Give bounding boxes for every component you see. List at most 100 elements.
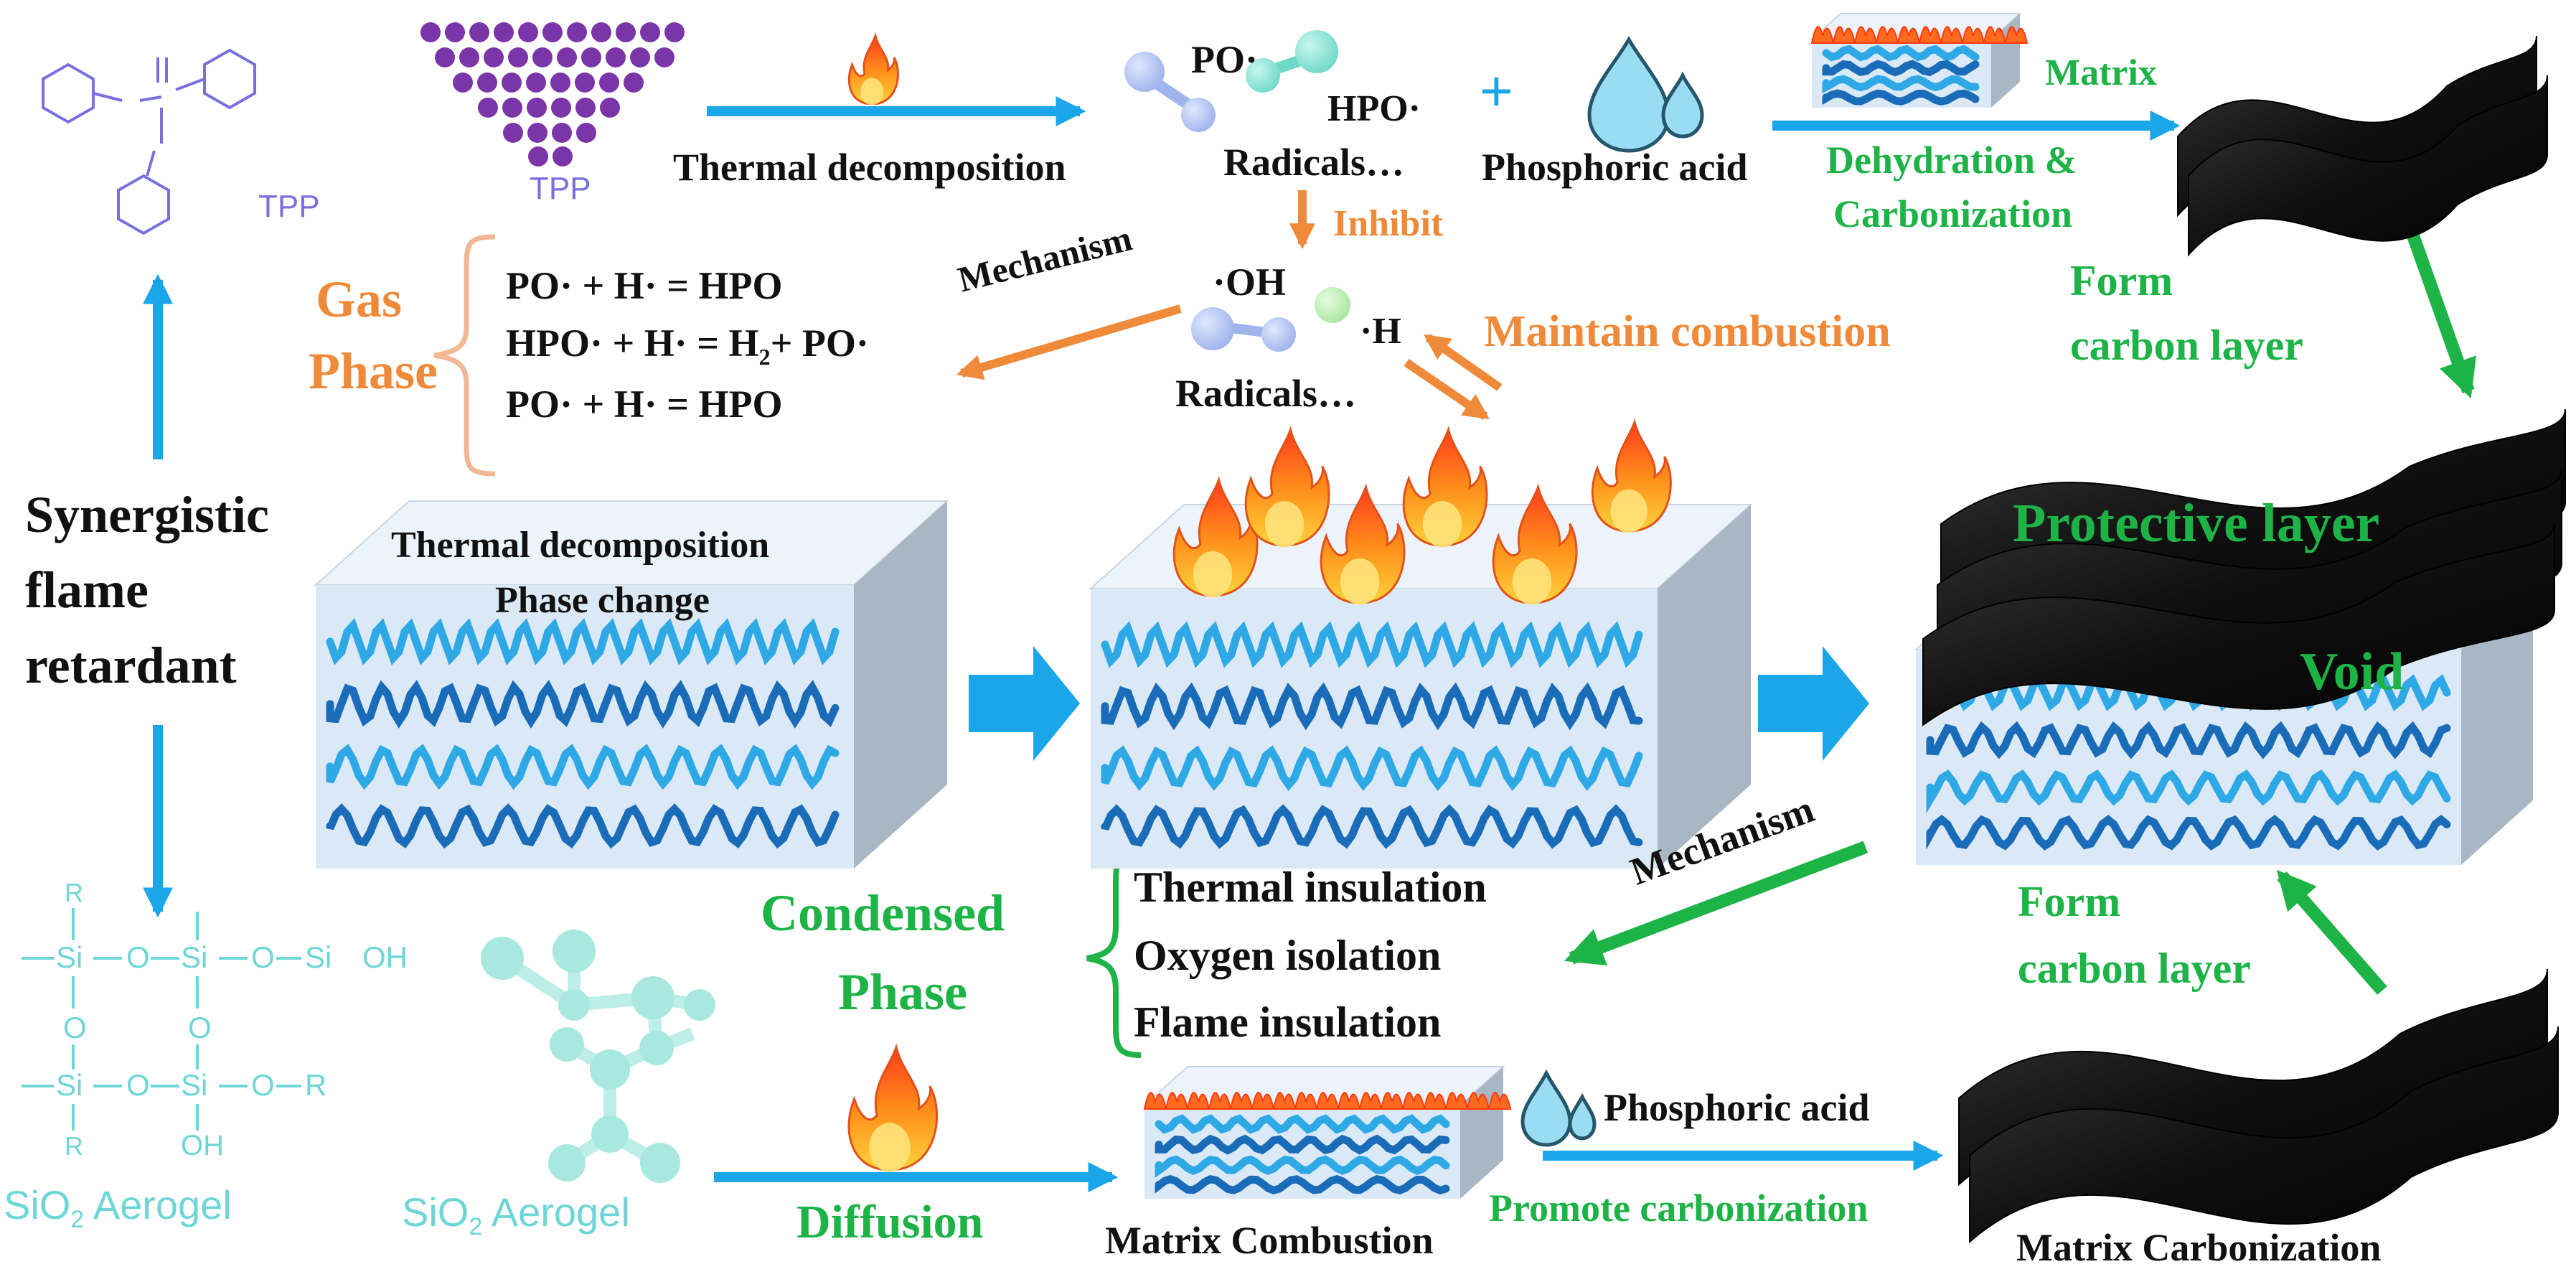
aerogel-label-1-end: Aerogel: [84, 1182, 232, 1227]
tpp-particle-dot: [654, 47, 674, 67]
matrix-carbonization-label: Matrix Carbonization: [2016, 1226, 2382, 1269]
block-intact-fiber: [326, 680, 840, 729]
aerogel-label-2-main: SiO: [402, 1189, 469, 1235]
flame-icon-3: [1320, 483, 1406, 605]
maintain-combustion-label: Maintain combustion: [1484, 307, 1891, 356]
carbonization-arrows-green: [1564, 227, 2476, 995]
po-radical-label: PO·: [1191, 38, 1258, 81]
siloxane-r-right: R: [305, 1068, 327, 1102]
condensed-item-1: Thermal insulation: [1134, 864, 1487, 911]
oh-radical-label: ·OH: [1213, 261, 1287, 304]
tpp-particle-dot: [502, 72, 522, 93]
flame-icon: [847, 26, 2029, 1172]
tpp-particle-dot: [581, 47, 601, 67]
condensed-phase-title-2: Phase: [838, 963, 967, 1021]
tpp-particle-dot: [526, 72, 546, 93]
siloxane-si-2: Si: [181, 940, 208, 974]
tpp-particle-dot: [518, 22, 538, 42]
process-arrows-blue: [143, 96, 2181, 1192]
siloxane-oh-1: OH: [362, 940, 408, 974]
tpp-particle-dot: [527, 98, 547, 118]
tpp-particle-dot: [477, 72, 497, 93]
siloxane-si-1: Si: [56, 940, 83, 974]
flame-icon-4: [1402, 426, 1488, 548]
siloxane-si-5: Si: [181, 1068, 208, 1102]
tpp-particle-dot: [640, 22, 660, 42]
tpp-particle-dot: [600, 98, 620, 118]
matrix-label: Matrix: [2045, 52, 2157, 93]
water-drop-icon: [1520, 35, 1704, 1147]
tpp-particle-dot: [459, 47, 479, 67]
siloxane-r-top: R: [65, 878, 83, 907]
block-combustion-top-fiber: [1822, 60, 1980, 77]
diffusion-label: Diffusion: [796, 1196, 984, 1248]
carbon-sheet-top-2: [2188, 75, 2548, 257]
gas-equation-2-part2: + PO·: [770, 322, 869, 365]
gas-equation-2: HPO· + H· = H2+ PO·: [506, 323, 869, 369]
form-carbon-label-top-2: carbon layer: [2070, 322, 2303, 369]
aerogel-label-2-end: Aerogel: [482, 1189, 630, 1235]
siloxane-o-2: O: [251, 940, 275, 974]
tpp-particle-dot: [599, 72, 619, 93]
form-carbon-label-top-1: Form: [2070, 257, 2173, 304]
gas-equation-1: PO· + H· = HPO: [506, 264, 783, 307]
tpp-particle-dot: [484, 47, 504, 67]
form-carbon-label-bottom-2: carbon layer: [2018, 945, 2251, 992]
carbon-sheet-icon: [1922, 35, 2566, 1244]
siloxane-o-4: O: [188, 1011, 212, 1044]
gas-equation-2-subscript: 2: [758, 343, 771, 370]
gas-equation-2-part1: HPO· + H· = H: [506, 322, 759, 365]
tpp-particle-dot: [591, 22, 611, 42]
inhibit-label: Inhibit: [1333, 203, 1444, 244]
gas-phase-title-2: Phase: [309, 342, 438, 400]
promote-carbonization-label: Promote carbonization: [1489, 1187, 1868, 1230]
synergistic-label-1: Synergistic: [25, 486, 269, 543]
block-combustion-bottom-fiber: [1155, 1134, 1450, 1155]
tpp-particle-dot: [557, 47, 577, 67]
phosphoric-acid-label-bottom: Phosphoric acid: [1604, 1086, 1870, 1129]
plus-sign: +: [1480, 59, 1513, 123]
aerogel-network-nodes: [481, 930, 715, 1183]
block1-label-1: Thermal decomposition: [391, 525, 770, 566]
block-protected-fiber: [1926, 721, 2451, 759]
siloxane-si-3: Si: [305, 940, 332, 974]
block-burning-fiber: [1101, 745, 1643, 791]
tpp-particle-dot: [576, 123, 596, 143]
tpp-particle-dot: [435, 47, 455, 67]
block-transition-arrows: [969, 646, 1869, 761]
block-burning-fiber: [1101, 682, 1643, 731]
block-combustion-bottom: [1142, 1066, 1505, 1199]
radical-molecule-icon: [1124, 30, 1350, 352]
tpp-particle-dot: [420, 22, 441, 42]
aerogel-label-1: SiO2 Aerogel: [4, 1184, 232, 1233]
flame-icon-2: [1244, 426, 1330, 548]
protective-layer-label: Protective layer: [2013, 493, 2380, 553]
carbonization-label: Carbonization: [1833, 192, 2073, 235]
siloxane-si-4: Si: [56, 1068, 83, 1102]
phosphoric-acid-label-top: Phosphoric acid: [1482, 146, 1748, 189]
aerogel-label-1-sub: 2: [70, 1206, 85, 1234]
tpp-particle-dot: [542, 22, 563, 42]
flame-icon-6: [1591, 418, 1672, 533]
tpp-particle-dot: [575, 98, 596, 118]
tpp-particles-icon: [420, 22, 685, 167]
flame-icon-diffusion: [847, 1043, 939, 1172]
block-intact-fiber: [326, 803, 840, 849]
flame-strip-bottom: [1143, 1092, 1512, 1110]
tpp-particle-dot: [664, 22, 685, 42]
tpp-particle-dot: [630, 47, 650, 67]
block-intact: [314, 500, 949, 869]
matrix-combustion-label: Matrix Combustion: [1105, 1219, 1434, 1262]
tpp-particle-dot: [567, 22, 587, 42]
gas-phase-arrows-orange: [956, 190, 1503, 420]
siloxane-r-bottom: R: [65, 1131, 83, 1161]
gas-phase-title-1: Gas: [316, 271, 403, 328]
block-combustion-bottom-fiber: [1155, 1155, 1450, 1178]
siloxane-o-6: O: [251, 1068, 275, 1102]
block-protected-fiber: [1926, 814, 2451, 851]
aerogel-label-1-main: SiO: [4, 1182, 71, 1227]
block-intact-side-face: [854, 501, 947, 869]
siloxane-structure-icon: [22, 908, 301, 1131]
tpp-particle-dot: [494, 22, 514, 42]
